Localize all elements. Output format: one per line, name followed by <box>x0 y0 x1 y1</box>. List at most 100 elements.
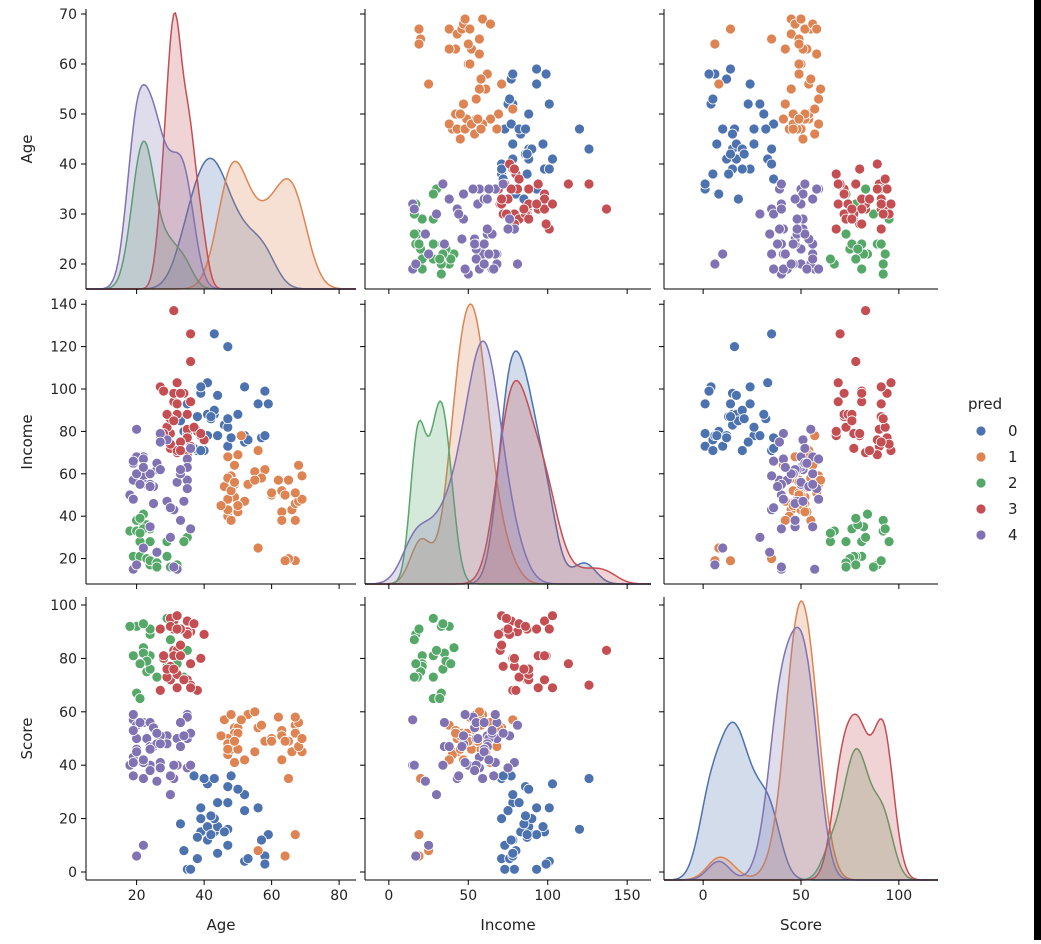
scatter-point-class-3 <box>497 661 509 672</box>
scatter-point-class-4 <box>483 183 495 195</box>
scatter-point-class-1 <box>443 43 455 55</box>
scatter-point-class-4 <box>791 223 803 235</box>
scatter-point-class-2 <box>825 253 836 265</box>
scatter-point-class-0 <box>748 421 760 433</box>
scatter-point-class-1 <box>229 735 240 747</box>
scatter-point-class-1 <box>252 845 264 856</box>
scatter-point-class-0 <box>574 823 585 835</box>
scatter-point-class-3 <box>856 218 868 230</box>
panel-income-vs-income <box>360 300 651 589</box>
scatter-point-class-4 <box>801 263 813 275</box>
scatter-point-class-4 <box>799 228 811 240</box>
scatter-point-class-4 <box>789 193 801 205</box>
scatter-point-class-3 <box>532 682 544 694</box>
scatter-point-class-0 <box>499 863 511 875</box>
y-tick-label: 50 <box>59 107 77 123</box>
scatter-point-class-0 <box>583 143 595 155</box>
scatter-point-class-4 <box>127 709 139 720</box>
scatter-point-class-1 <box>283 474 294 486</box>
scatter-point-class-4 <box>137 461 149 473</box>
y-tick-label: 80 <box>59 651 77 667</box>
scatter-point-class-2 <box>178 536 190 547</box>
legend-label-2: 2 <box>1008 474 1018 492</box>
scatter-point-class-0 <box>242 853 254 864</box>
y-tick-label: 60 <box>59 467 77 483</box>
scatter-point-class-3 <box>547 682 558 694</box>
scatter-point-class-4 <box>185 442 197 454</box>
scatter-point-class-4 <box>470 253 482 265</box>
kde-fill-class-2 <box>365 401 651 584</box>
scatter-point-class-4 <box>717 542 729 554</box>
scatter-point-class-0 <box>547 778 558 790</box>
scatter-point-class-2 <box>151 561 163 573</box>
scatter-point-class-4 <box>797 495 809 507</box>
scatter-point-class-1 <box>491 123 503 135</box>
scatter-point-class-4 <box>754 532 766 543</box>
scatter-point-class-2 <box>875 238 887 250</box>
scatter-point-class-3 <box>185 356 197 367</box>
scatter-point-class-1 <box>473 33 485 45</box>
scatter-point-class-0 <box>537 821 549 832</box>
scatter-point-class-1 <box>766 33 777 45</box>
scatter-point-class-0 <box>699 178 711 190</box>
y-tick-label: 20 <box>59 812 77 828</box>
scatter-point-class-3 <box>539 193 550 205</box>
scatter-point-class-4 <box>164 502 176 514</box>
scatter-point-class-4 <box>407 714 419 726</box>
scatter-point-class-3 <box>195 653 207 664</box>
scatter-point-class-4 <box>154 464 166 476</box>
y-tick-label: 40 <box>59 509 77 525</box>
scatter-point-class-1 <box>797 133 809 145</box>
scatter-point-class-1 <box>413 23 425 35</box>
kde-fill-class-1 <box>664 601 938 880</box>
scatter-point-class-1 <box>464 58 476 70</box>
scatter-point-class-3 <box>875 223 887 235</box>
scatter-point-class-2 <box>408 228 420 240</box>
scatter-point-class-1 <box>276 754 288 766</box>
scatter-point-class-0 <box>239 381 251 393</box>
scatter-point-class-1 <box>279 555 291 567</box>
scatter-point-class-4 <box>459 709 471 720</box>
scatter-point-class-4 <box>458 730 469 742</box>
scatter-point-class-2 <box>434 253 446 265</box>
scatter-point-class-4 <box>772 481 783 492</box>
scatter-point-class-1 <box>266 487 278 499</box>
legend-marker-4 <box>975 529 987 541</box>
legend-label-3: 3 <box>1008 500 1018 518</box>
scatter-point-class-3 <box>885 377 897 389</box>
panel-age-vs-score <box>659 9 938 294</box>
scatter-point-class-0 <box>505 834 517 846</box>
scatter-point-class-4 <box>458 188 469 200</box>
scatter-point-class-0 <box>583 773 595 784</box>
scatter-point-class-2 <box>437 618 449 630</box>
legend-title: pred <box>968 395 1002 413</box>
scatter-point-class-4 <box>709 258 721 270</box>
scatter-point-class-3 <box>188 618 200 630</box>
scatter-point-class-0 <box>742 436 754 448</box>
scatter-point-class-0 <box>256 834 267 846</box>
panel-score-vs-income: 0 50 100 150 Income <box>360 597 651 934</box>
scatter-point-class-1 <box>232 449 244 461</box>
scatter-point-class-3 <box>879 173 891 185</box>
scatter-point-class-1 <box>289 829 301 840</box>
scatter-point-class-4 <box>151 546 163 558</box>
scatter-point-class-0 <box>738 148 750 160</box>
scatter-point-class-0 <box>225 432 237 444</box>
scatter-point-class-0 <box>731 389 742 401</box>
scatter-point-class-3 <box>198 629 210 640</box>
scatter-point-class-0 <box>537 138 549 150</box>
scatter-point-class-4 <box>483 754 495 766</box>
legend-marker-2 <box>975 477 987 489</box>
scatter-point-class-1 <box>462 38 474 50</box>
scatter-point-class-1 <box>785 83 797 95</box>
scatter-point-class-4 <box>754 208 766 220</box>
scatter-point-class-2 <box>413 238 425 250</box>
scatter-point-class-0 <box>208 773 220 784</box>
legend: pred 0 1 2 3 4 <box>968 395 1018 544</box>
scatter-point-class-1 <box>249 746 261 758</box>
y-tick-label: 0 <box>68 865 77 881</box>
y-tick-label: 60 <box>59 57 77 73</box>
kde-fill-class-4 <box>365 341 651 584</box>
scatter-point-class-4 <box>497 727 509 739</box>
scatter-point-class-0 <box>195 813 207 824</box>
